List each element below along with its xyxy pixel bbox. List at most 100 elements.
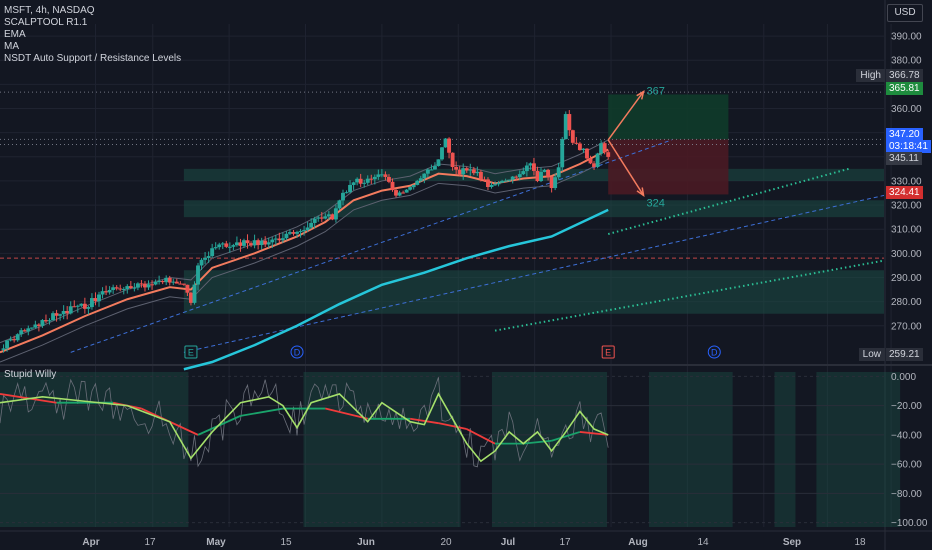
candle-body: [224, 243, 229, 247]
candle-body: [542, 169, 547, 173]
support-zone: [183, 270, 884, 314]
projection-down-head: [636, 187, 645, 198]
candle-body: [93, 298, 98, 302]
chart-legend: MSFT, 4h, NASDAQ SCALPTOOL R1.1 EMA MA N…: [4, 5, 181, 65]
position-boxes: [608, 94, 729, 195]
indicator-nsdt[interactable]: NSDT Auto Support / Resistance Levels: [4, 53, 182, 64]
candle-body: [277, 238, 282, 241]
candle-body: [280, 238, 285, 241]
candle-body: [150, 284, 154, 286]
candle-body: [259, 240, 264, 246]
candle-body: [82, 303, 87, 309]
candle-body: [29, 327, 34, 329]
candle-body: [390, 181, 395, 191]
candle-body: [97, 294, 101, 302]
osc-fast-line: [0, 392, 609, 463]
projection-up-line: [607, 91, 645, 141]
indicator-ma[interactable]: MA: [4, 41, 19, 52]
candle-body: [114, 287, 119, 289]
candle-body: [365, 178, 370, 183]
target-price-tag: 365.81: [886, 82, 923, 95]
osc-slow-line: [523, 439, 552, 445]
osc-shade: [491, 372, 608, 527]
up-target-label: 367: [647, 86, 665, 98]
indicator-ema[interactable]: EMA: [4, 29, 26, 40]
osc-shade: [648, 372, 733, 527]
candle-body: [369, 178, 374, 180]
candle-body: [528, 163, 533, 166]
candle-body: [245, 240, 250, 244]
candle-body: [539, 172, 543, 182]
currency-button[interactable]: USD: [887, 4, 923, 22]
candle-body: [132, 287, 137, 289]
oscillator-panel: [0, 372, 901, 527]
candle-body: [316, 217, 321, 219]
candle-body: [379, 174, 384, 176]
candle-body: [288, 232, 292, 234]
candle-body: [146, 284, 151, 288]
candle-body: [535, 170, 540, 182]
candle-body: [273, 238, 278, 240]
time-tick-label: 18: [854, 537, 866, 548]
earnings-marker: [601, 345, 615, 359]
candle-body: [72, 306, 77, 308]
osc-tick-label: −40.00: [891, 430, 922, 441]
indicator-scalptool[interactable]: SCALPTOOL R1.1: [4, 17, 88, 28]
candle-body: [75, 305, 80, 307]
candle-body: [387, 176, 391, 182]
osc-slow-line: [240, 407, 284, 417]
symbol-title[interactable]: MSFT, 4h, NASDAQ: [4, 5, 95, 16]
candle-body: [1, 348, 6, 350]
time-tick-label: 15: [280, 537, 292, 548]
candle-body: [348, 184, 353, 193]
candle-body: [457, 169, 462, 175]
candle-body: [51, 313, 55, 321]
candle-body: [585, 148, 589, 159]
candle-body: [47, 320, 52, 322]
candle-body: [486, 179, 490, 188]
candle-body: [174, 281, 179, 284]
candle-body: [422, 173, 427, 179]
candle-body: [475, 171, 480, 174]
price-tick-label: 360.00: [891, 104, 922, 115]
osc-shade: [816, 372, 901, 527]
candle-body: [546, 169, 551, 177]
candle-body: [454, 167, 459, 170]
candle-body: [503, 180, 508, 182]
high-price-tag: 366.78: [886, 69, 923, 82]
candle-body: [404, 189, 409, 193]
oscillator-title[interactable]: Stupid Willy: [4, 369, 57, 380]
candle-body: [5, 340, 10, 349]
osc-slow-line: [579, 431, 609, 436]
candle-body: [118, 288, 123, 290]
candle-body: [489, 184, 494, 188]
candle-body: [256, 240, 261, 246]
dashed-levels: [0, 91, 884, 259]
candle-body: [319, 217, 324, 219]
candle-body: [436, 159, 441, 167]
ma-series-line: [183, 208, 609, 371]
candle-body: [606, 152, 611, 157]
osc-shade: [303, 372, 461, 527]
candle-body: [249, 243, 254, 246]
candle-body: [588, 158, 593, 164]
candle-body: [510, 176, 515, 180]
stop-price-tag: 324.41: [886, 186, 923, 199]
osc-tick-label: 0.000: [891, 372, 916, 383]
candle-body: [227, 246, 232, 248]
candle-body: [408, 187, 413, 190]
candle-body: [196, 265, 200, 285]
candle-body: [549, 176, 554, 189]
ema-lower-band: [0, 158, 609, 363]
candle-body: [298, 230, 303, 232]
candle-body: [418, 178, 423, 181]
short-position-box: [608, 139, 729, 195]
candle-body: [401, 192, 406, 194]
time-tick-label: Apr: [82, 537, 99, 548]
candle-body: [507, 179, 512, 181]
candle-body: [496, 182, 501, 185]
time-tick-label: 14: [697, 537, 709, 548]
candle-body: [443, 138, 448, 148]
